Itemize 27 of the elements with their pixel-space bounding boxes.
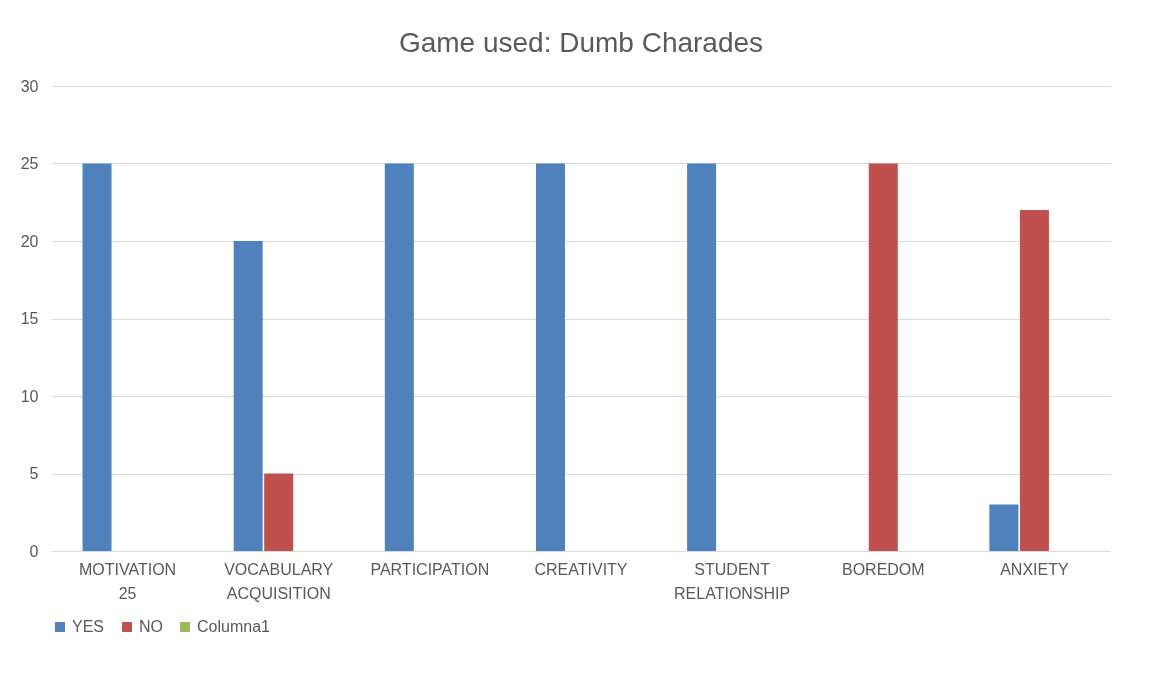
x-tick-label: BOREDOM [841,560,925,578]
x-tick-label: STUDENT RELATIONSHIP [674,560,791,602]
bar [687,163,717,551]
legend-label: NO [139,618,163,635]
y-tick-label: 20 [20,232,39,250]
bar [384,163,414,551]
x-tick-label: ANXIETY [1000,560,1069,578]
x-tick-label: PARTICIPATION [370,560,490,578]
y-tick-label: 15 [20,310,39,327]
bar [264,473,294,551]
x-tick-label: CREATIVITY [534,560,628,578]
bar [535,163,565,551]
legend-label: Columna1 [197,618,271,635]
y-tick-label: 5 [29,465,39,482]
legend-label: YES [72,618,105,635]
y-tick-label: 10 [20,387,39,405]
chart-title: Game used: Dumb Charades [398,27,764,58]
bar [233,241,263,551]
x-tick-label: VOCABULARY ACQUISITION [224,560,334,602]
x-tick-label: MOTIVATION 25 [78,560,177,602]
bar [1019,210,1049,551]
bar [868,163,898,551]
y-tick-label: 25 [20,155,39,172]
bar [82,163,112,551]
y-tick-label: 0 [29,542,39,560]
bar [989,504,1019,551]
y-tick-label: 30 [20,77,39,95]
